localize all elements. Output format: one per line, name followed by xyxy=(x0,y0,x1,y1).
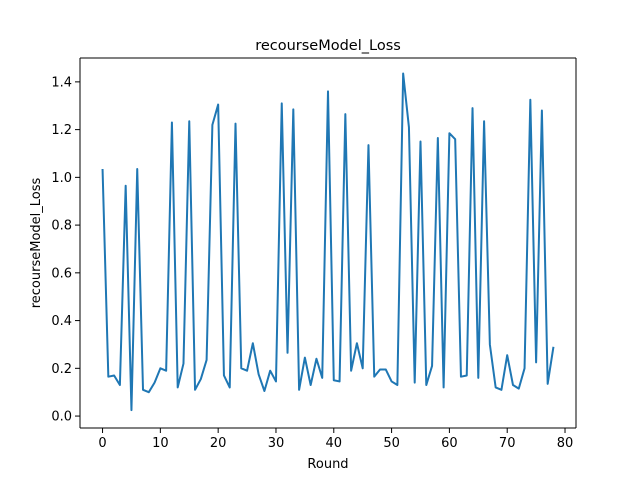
y-axis-label: recourseModel_Loss xyxy=(29,177,44,308)
x-tick-label: 0 xyxy=(98,436,106,451)
x-tick-label: 30 xyxy=(268,436,285,451)
y-tick-label: 1.0 xyxy=(51,171,72,186)
y-tick-label: 1.4 xyxy=(51,75,72,90)
x-tick-label: 40 xyxy=(326,436,343,451)
y-tick-label: 0.6 xyxy=(51,266,72,281)
y-tick-label: 0.8 xyxy=(51,219,72,234)
x-tick-label: 10 xyxy=(152,436,169,451)
chart-title: recourseModel_Loss xyxy=(255,38,401,54)
y-tick-label: 0.2 xyxy=(51,362,72,377)
x-tick-label: 50 xyxy=(383,436,400,451)
x-tick-label: 20 xyxy=(210,436,227,451)
data-layer xyxy=(101,72,555,412)
x-axis-label: Round xyxy=(307,457,348,472)
x-axis-ticks: 0 10 20 30 40 50 60 70 80 xyxy=(98,428,573,451)
y-tick-label: 1.2 xyxy=(51,123,72,138)
y-tick-label: 0.4 xyxy=(51,314,72,329)
x-tick-label: 60 xyxy=(441,436,458,451)
series-line xyxy=(101,72,555,412)
y-tick-label: 0.0 xyxy=(51,410,72,425)
axes-frame xyxy=(79,57,577,429)
y-axis-ticks: 0.0 0.2 0.4 0.6 0.8 1.0 1.2 1.4 xyxy=(51,75,80,425)
x-tick-label: 80 xyxy=(557,436,574,451)
x-tick-label: 70 xyxy=(499,436,516,451)
